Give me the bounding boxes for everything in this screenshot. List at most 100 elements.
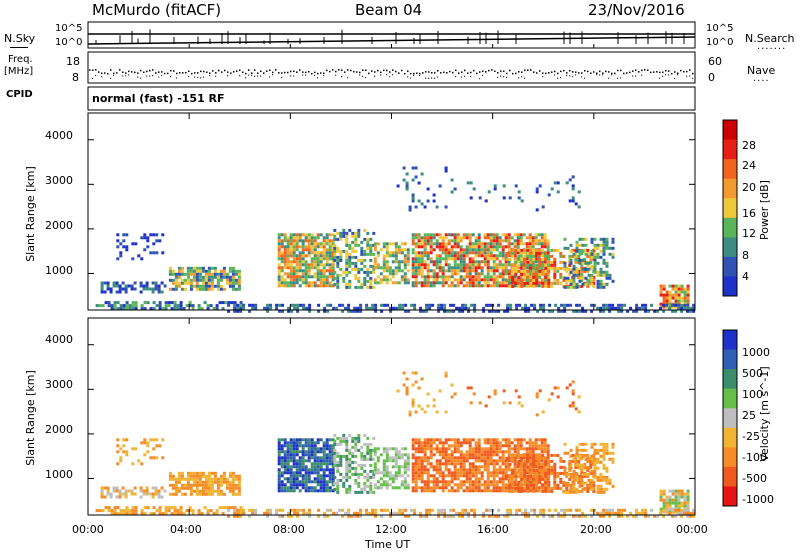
velocity-cell (535, 486, 539, 490)
freq-dot (239, 69, 241, 72)
power-cb-tick-8: 8 (742, 249, 749, 262)
power-cell (316, 269, 320, 273)
velocity-cell (423, 483, 427, 487)
velocity-cell (572, 481, 576, 485)
power-cell (444, 254, 448, 258)
power-cell (414, 269, 418, 273)
velocity-cell (354, 454, 358, 458)
power-cell (304, 284, 308, 288)
power-cell (459, 251, 463, 255)
power-cell (336, 282, 340, 286)
velocity-cell (671, 489, 675, 493)
power-cell (572, 276, 576, 280)
power-cell (611, 237, 615, 241)
power-cell (420, 275, 424, 279)
power-cell (526, 251, 530, 255)
power-cell (590, 249, 594, 253)
power-cell (495, 254, 499, 258)
power-cell (100, 290, 104, 294)
power-cell (550, 248, 554, 252)
velocity-cell (304, 480, 308, 484)
power-cell (450, 190, 454, 194)
velocity-cell (368, 511, 372, 515)
nave-dot (386, 74, 388, 76)
power-cell (471, 257, 475, 261)
velocity-cell (426, 438, 430, 442)
velocity-cell (289, 453, 293, 457)
velocity-cell (444, 447, 448, 451)
velocity-cell (546, 444, 550, 448)
velocity-cell (290, 508, 294, 512)
velocity-cell (495, 459, 499, 463)
power-cell (396, 184, 400, 188)
velocity-cell (423, 441, 427, 445)
power-cell (277, 251, 281, 255)
velocity-cell (286, 468, 290, 472)
power-cell (456, 236, 460, 240)
power-cell (269, 303, 273, 307)
velocity-cell (277, 453, 281, 457)
velocity-cell (534, 447, 538, 451)
power-cell (536, 309, 540, 313)
velocity-cell (296, 514, 300, 518)
velocity-cell (304, 468, 308, 472)
nave-dot (122, 75, 124, 77)
velocity-cell (574, 456, 578, 460)
velocity-cell (414, 477, 418, 481)
velocity-cell (348, 433, 352, 437)
velocity-cell (351, 466, 355, 470)
velocity-cell (566, 481, 570, 485)
power-cell (426, 272, 430, 276)
power-cell (668, 306, 672, 310)
velocity-cell (385, 486, 389, 490)
power-cell (397, 281, 401, 285)
velocity-cell (464, 511, 468, 515)
power-cell (234, 278, 238, 282)
power-cell (514, 260, 518, 264)
velocity-cell (537, 471, 541, 475)
velocity-cell (322, 471, 326, 475)
velocity-cell (635, 508, 639, 512)
power-cell (444, 269, 448, 273)
power-cell (130, 287, 134, 291)
velocity-cell (492, 486, 496, 490)
velocity-cell (222, 474, 226, 478)
velocity-cell (403, 462, 407, 466)
power-cell (599, 306, 603, 310)
velocity-cell (683, 501, 687, 505)
velocity-cell (394, 450, 398, 454)
power-cell (420, 284, 424, 288)
velocity-cell (534, 444, 538, 448)
power-cell (283, 263, 287, 267)
power-cell (345, 282, 349, 286)
velocity-cell (532, 471, 536, 475)
velocity-cell (192, 471, 196, 475)
power-cell (110, 307, 114, 311)
power-cell (435, 205, 439, 209)
velocity-cell (101, 509, 105, 513)
power-cell (298, 263, 302, 267)
power-cell (357, 279, 361, 283)
velocity-cell (149, 456, 153, 460)
velocity-cell (438, 450, 442, 454)
freq-dot (500, 70, 502, 72)
velocity-cell (304, 453, 308, 457)
power-cell (474, 251, 478, 255)
velocity-cell (157, 492, 161, 496)
velocity-cell (577, 489, 581, 493)
power-cell (406, 251, 410, 255)
velocity-cell (207, 492, 211, 496)
velocity-cell (234, 486, 238, 490)
power-cell (225, 275, 229, 279)
power-cell (584, 261, 588, 265)
power-cell (510, 236, 514, 240)
velocity-cell (158, 512, 162, 516)
power-cell (596, 273, 600, 277)
velocity-cell (195, 477, 199, 481)
power-cell (398, 306, 402, 310)
power-cell (121, 281, 125, 285)
power-cell (494, 309, 498, 313)
power-cell (201, 281, 205, 285)
power-cell (325, 284, 329, 288)
velocity-cell (468, 456, 472, 460)
